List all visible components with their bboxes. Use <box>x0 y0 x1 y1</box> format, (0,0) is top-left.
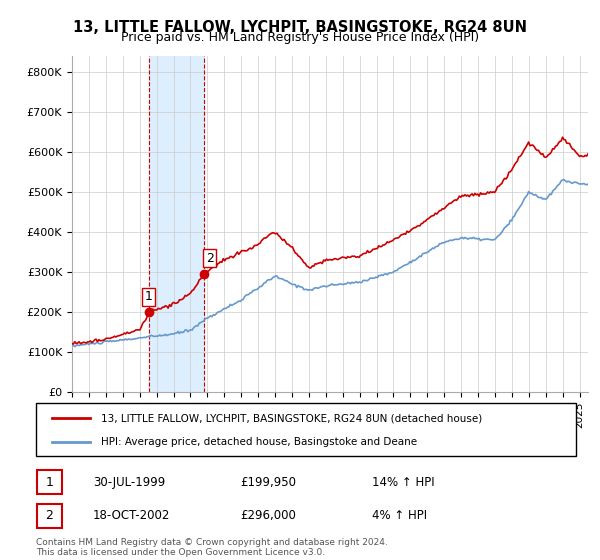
Text: £296,000: £296,000 <box>240 509 296 522</box>
Text: £199,950: £199,950 <box>240 475 296 489</box>
Text: Price paid vs. HM Land Registry's House Price Index (HPI): Price paid vs. HM Land Registry's House … <box>121 31 479 44</box>
Text: 13, LITTLE FALLOW, LYCHPIT, BASINGSTOKE, RG24 8UN: 13, LITTLE FALLOW, LYCHPIT, BASINGSTOKE,… <box>73 20 527 35</box>
FancyBboxPatch shape <box>37 470 62 494</box>
Text: HPI: Average price, detached house, Basingstoke and Deane: HPI: Average price, detached house, Basi… <box>101 436 417 446</box>
FancyBboxPatch shape <box>37 503 62 528</box>
Text: 2: 2 <box>206 251 214 265</box>
Text: 13, LITTLE FALLOW, LYCHPIT, BASINGSTOKE, RG24 8UN (detached house): 13, LITTLE FALLOW, LYCHPIT, BASINGSTOKE,… <box>101 413 482 423</box>
Text: 18-OCT-2002: 18-OCT-2002 <box>93 509 170 522</box>
Text: 1: 1 <box>46 475 53 489</box>
Text: 4% ↑ HPI: 4% ↑ HPI <box>372 509 427 522</box>
Text: 14% ↑ HPI: 14% ↑ HPI <box>372 475 434 489</box>
Text: 1: 1 <box>145 290 152 303</box>
Text: 30-JUL-1999: 30-JUL-1999 <box>93 475 165 489</box>
Bar <box>149 56 204 392</box>
FancyBboxPatch shape <box>36 403 576 456</box>
Text: Contains HM Land Registry data © Crown copyright and database right 2024.
This d: Contains HM Land Registry data © Crown c… <box>36 538 388 557</box>
Text: 2: 2 <box>46 509 53 522</box>
